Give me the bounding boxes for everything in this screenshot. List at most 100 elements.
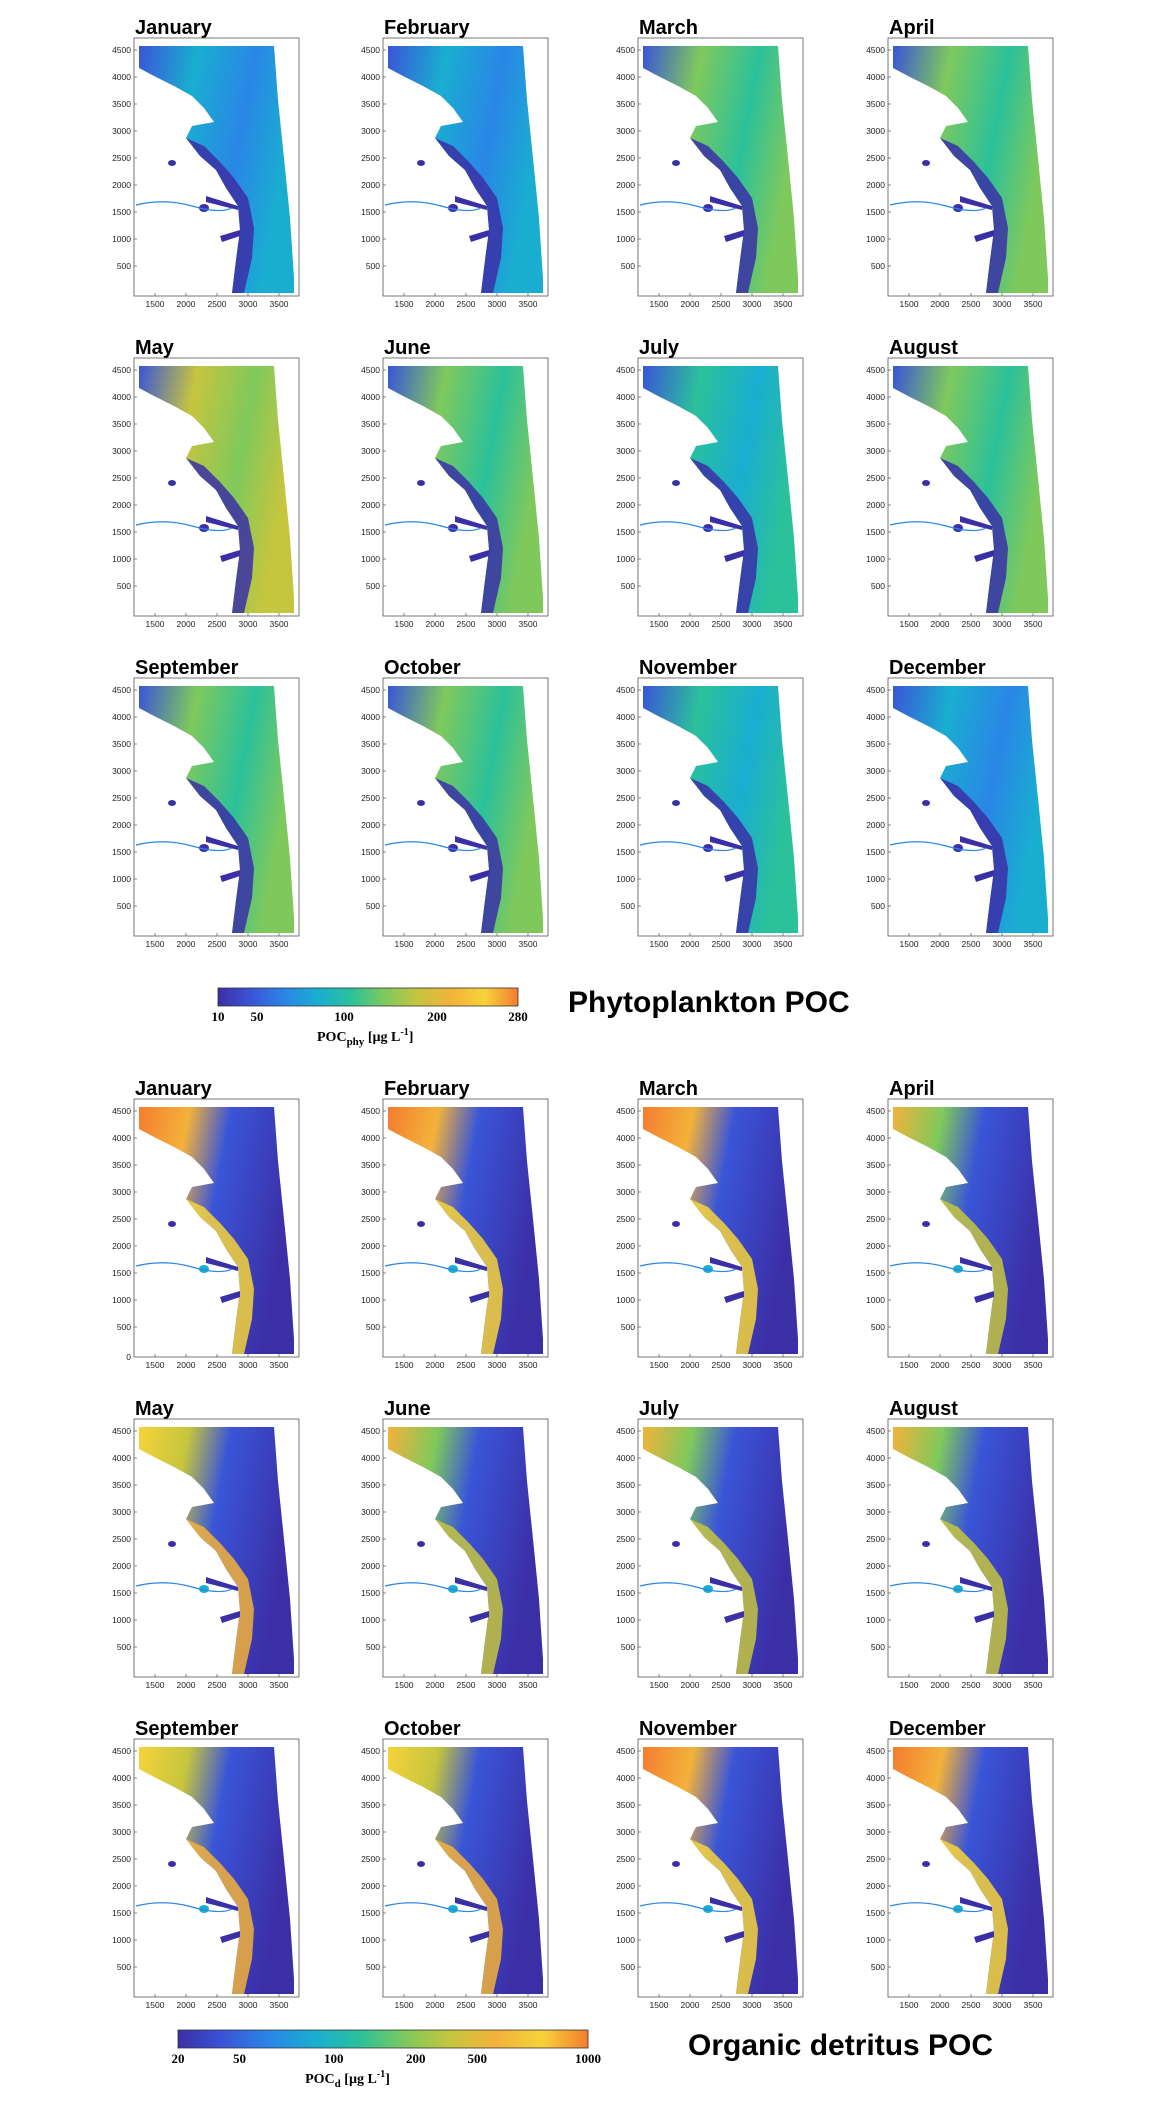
colorbar-label: POCphy [µg L-1] <box>317 1027 413 1048</box>
month-label: January <box>135 17 213 39</box>
estuary <box>206 836 238 850</box>
x-tick-label: 1500 <box>395 619 414 629</box>
x-tick-label: 1500 <box>900 2000 919 2010</box>
map-panel: December 1500 2000 2500 3000 3500 500 1000 1500 2… <box>866 657 1054 949</box>
y-tick-label: 4500 <box>361 1426 380 1436</box>
month-label: November <box>639 657 737 679</box>
x-tick-label: 2000 <box>931 1360 950 1370</box>
x-tick-label: 3500 <box>519 619 538 629</box>
y-tick-label: 1000 <box>112 234 131 244</box>
month-label: July <box>639 337 680 359</box>
y-tick-label: 1000 <box>866 1615 885 1625</box>
estuary <box>220 1931 240 1943</box>
y-tick-label: 4500 <box>112 1746 131 1756</box>
lake <box>168 480 176 486</box>
map-panel: March 1500 2000 2500 3000 3500 500 1000 1500 2000… <box>616 1078 804 1370</box>
y-tick-label: 3500 <box>616 739 635 749</box>
y-tick-label: 3500 <box>361 99 380 109</box>
estuary <box>220 230 240 242</box>
y-tick-label: 1000 <box>616 1615 635 1625</box>
x-tick-label: 2500 <box>962 1680 981 1690</box>
y-tick-label: 500 <box>621 1322 635 1332</box>
y-tick-label: 3000 <box>616 766 635 776</box>
y-tick-label: 3500 <box>112 419 131 429</box>
y-tick-label: 3500 <box>616 1160 635 1170</box>
y-tick-label: 1000 <box>361 1295 380 1305</box>
y-tick-label: 3500 <box>361 1480 380 1490</box>
x-tick-label: 3000 <box>488 1680 507 1690</box>
x-tick-label: 3000 <box>993 1360 1012 1370</box>
x-tick-label: 3000 <box>488 619 507 629</box>
x-tick-label: 2000 <box>681 1680 700 1690</box>
estuary <box>469 870 489 882</box>
y-tick-label: 1000 <box>866 1935 885 1945</box>
estuary <box>710 1257 742 1271</box>
x-tick-label: 2000 <box>177 2000 196 2010</box>
x-tick-label: 1500 <box>146 2000 165 2010</box>
colorbar-label: POCd [µg L-1] <box>305 2069 390 2090</box>
y-tick-label: 4000 <box>616 1133 635 1143</box>
lake <box>922 1221 930 1227</box>
y-tick-label: 1500 <box>866 1588 885 1598</box>
lake <box>168 1221 176 1227</box>
y-tick-label: 3000 <box>361 1187 380 1197</box>
x-tick-label: 3000 <box>239 619 258 629</box>
y-tick-label: 1000 <box>112 1615 131 1625</box>
month-label: November <box>639 1718 737 1740</box>
river <box>135 841 233 852</box>
y-tick-label: 500 <box>366 1322 380 1332</box>
y-tick-label: 4000 <box>361 1133 380 1143</box>
y-tick-label: 1500 <box>866 207 885 217</box>
map-panel: September 1500 2000 2500 3000 3500 500 1000 1500… <box>112 1718 300 2010</box>
map-panel: December 1500 2000 2500 3000 3500 500 1000 1500 2… <box>866 1718 1054 2010</box>
y-tick-label: 2500 <box>616 153 635 163</box>
x-tick-label: 3000 <box>488 299 507 309</box>
map-panel: January 1500 2000 2500 3000 3500 500 1000 1500 20… <box>112 1078 300 1370</box>
y-tick-label: 3000 <box>112 126 131 136</box>
x-tick-label: 3000 <box>239 1360 258 1370</box>
x-tick-label: 3000 <box>239 299 258 309</box>
x-tick-label: 3000 <box>488 2000 507 2010</box>
y-tick-label: 500 <box>117 581 131 591</box>
colorbar-tick-label: 100 <box>334 1009 354 1024</box>
y-tick-label: 4000 <box>361 1773 380 1783</box>
river <box>639 521 737 532</box>
y-tick-label: 3500 <box>616 419 635 429</box>
x-tick-label: 2000 <box>681 2000 700 2010</box>
x-tick-label: 2000 <box>177 1680 196 1690</box>
y-tick-label: 500 <box>366 261 380 271</box>
x-tick-label: 2000 <box>681 299 700 309</box>
y-tick-label: 500 <box>117 1642 131 1652</box>
y-tick-label: 500 <box>621 1642 635 1652</box>
estuary <box>206 1257 238 1271</box>
y-tick-label: 2000 <box>616 180 635 190</box>
map-panel: February 1500 2000 2500 3000 3500 500 1000 1500 2… <box>361 17 549 309</box>
river <box>135 201 233 212</box>
estuary <box>974 1291 994 1303</box>
x-tick-label: 2500 <box>457 619 476 629</box>
y-tick-label: 4000 <box>361 72 380 82</box>
y-tick-label: 1000 <box>112 1295 131 1305</box>
coastal-band <box>690 458 758 613</box>
y-tick-label: 4500 <box>866 45 885 55</box>
estuary <box>206 1897 238 1911</box>
map-panel: July 1500 2000 2500 3000 3500 500 1000 1500 2000 2… <box>616 337 804 629</box>
x-tick-label: 3000 <box>488 939 507 949</box>
colorbar-tick-label: 280 <box>508 1009 528 1024</box>
y-tick-label: 4000 <box>866 1773 885 1783</box>
y-tick-label: 4500 <box>616 1106 635 1116</box>
y-tick-label: 2000 <box>616 820 635 830</box>
y-tick-label: 1000 <box>361 1935 380 1945</box>
estuary <box>974 870 994 882</box>
month-label: January <box>135 1078 213 1100</box>
colorbar-tick-label: 1000 <box>575 2051 601 2066</box>
x-tick-label: 2000 <box>681 1360 700 1370</box>
x-tick-label: 3500 <box>1024 619 1043 629</box>
month-label: December <box>889 657 986 679</box>
x-tick-label: 3000 <box>239 2000 258 2010</box>
estuary <box>974 1931 994 1943</box>
lake <box>672 1541 680 1547</box>
x-tick-label: 2500 <box>712 939 731 949</box>
y-tick-label: 4000 <box>866 392 885 402</box>
y-tick-label: 3500 <box>616 99 635 109</box>
